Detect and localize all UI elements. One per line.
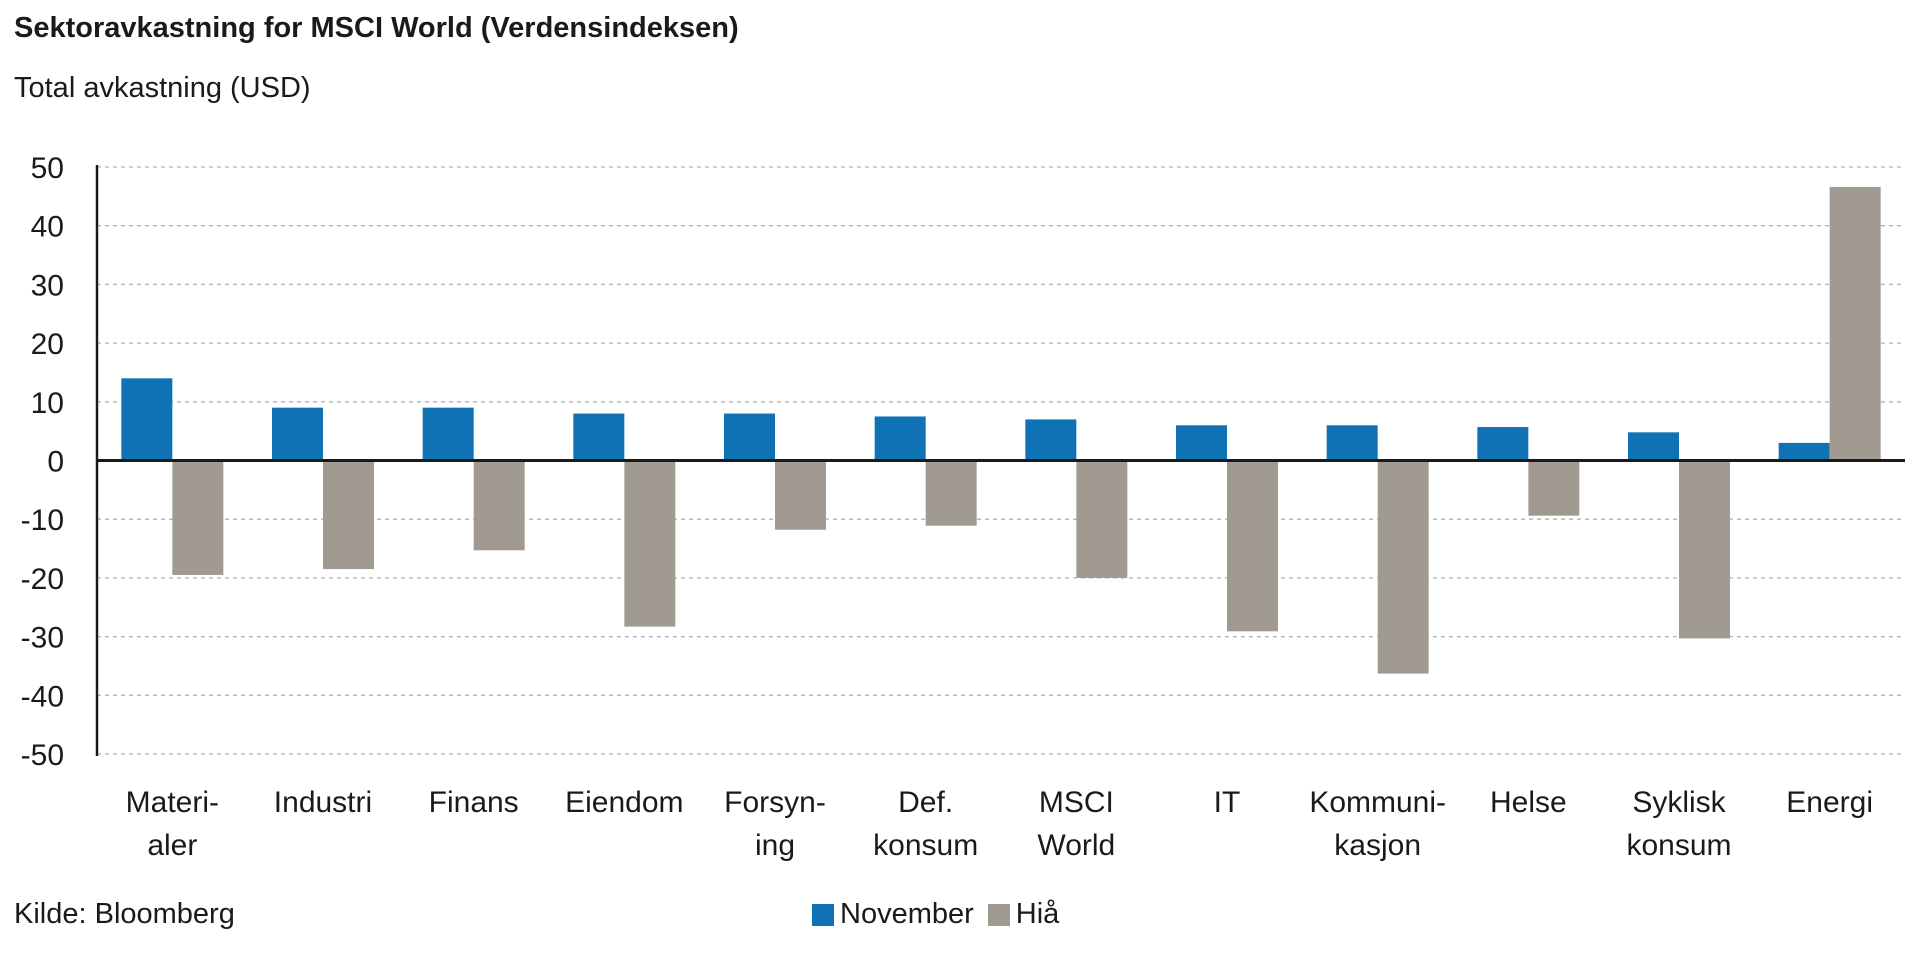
- source-note: Kilde: Bloomberg: [14, 898, 235, 930]
- y-tick-label: 0: [47, 446, 64, 479]
- bar-november: [573, 413, 625, 461]
- bar-hia: [775, 460, 826, 530]
- x-tick-label: Syklisk: [1632, 786, 1726, 819]
- x-tick-label: IT: [1214, 786, 1241, 819]
- x-tick-label: ing: [755, 829, 795, 862]
- bar-hia: [624, 460, 676, 627]
- bar-hia: [1679, 460, 1730, 639]
- bar-november: [1326, 425, 1378, 461]
- x-tick-label: Forsyn-: [724, 786, 826, 819]
- chart-subtitle: Total avkastning (USD): [14, 72, 311, 104]
- bar-november: [874, 416, 926, 461]
- bar-november: [1778, 442, 1830, 461]
- bar-hia: [1528, 460, 1580, 516]
- x-tick-label: Eiendom: [565, 786, 683, 819]
- y-tick-label: 30: [31, 269, 64, 302]
- bar-hia: [473, 460, 525, 551]
- bar-hia: [1227, 460, 1278, 632]
- x-tick-label: Materi-: [126, 786, 219, 819]
- x-tick-label: Def.: [898, 786, 953, 819]
- x-tick-label: kasjon: [1334, 829, 1421, 862]
- bar-hia: [172, 460, 224, 575]
- bar-hia: [925, 460, 977, 526]
- legend-label-november: November: [840, 898, 974, 930]
- bar-november: [121, 378, 173, 461]
- y-tick-label: 50: [31, 152, 64, 185]
- legend-item-november: November: [812, 898, 974, 931]
- y-tick-label: -30: [21, 622, 64, 655]
- y-tick-label: -10: [21, 504, 64, 537]
- x-tick-label: Kommuni-: [1309, 786, 1446, 819]
- x-tick-label: World: [1037, 829, 1115, 862]
- x-tick-label: Energi: [1786, 786, 1873, 819]
- bar-november: [724, 413, 775, 461]
- y-tick-label: -50: [21, 739, 64, 772]
- x-tick-label: Finans: [429, 786, 519, 819]
- legend-swatch-hia: [987, 903, 1010, 926]
- legend-item-hia: Hiå: [987, 898, 1060, 931]
- bar-november: [1628, 432, 1679, 461]
- bar-november: [272, 407, 323, 461]
- x-tick-label: aler: [147, 829, 197, 862]
- bar-november: [1025, 419, 1077, 461]
- bar-november: [1176, 425, 1227, 461]
- chart-title: Sektoravkastning for MSCI World (Verdens…: [14, 12, 739, 44]
- x-tick-label: konsum: [873, 829, 978, 862]
- x-tick-label: Industri: [274, 786, 372, 819]
- x-tick-label: Helse: [1490, 786, 1567, 819]
- y-tick-label: 10: [31, 387, 64, 420]
- bar-hia: [1076, 460, 1128, 578]
- y-tick-label: -20: [21, 563, 64, 596]
- legend: November Hiå: [812, 898, 1073, 931]
- bar-hia: [1829, 186, 1881, 461]
- y-tick-label: 40: [31, 211, 64, 244]
- y-tick-label: -40: [21, 680, 64, 713]
- x-tick-label: konsum: [1626, 829, 1731, 862]
- x-tick-label: MSCI: [1039, 786, 1114, 819]
- bar-hia: [323, 460, 374, 570]
- bar-chart: 50 40 30 20 10 0 -10 -20 -30 -40 -50 Materi-aler Ind…: [21, 152, 1905, 862]
- legend-label-hia: Hiå: [1015, 898, 1060, 930]
- bar-hia: [1377, 460, 1429, 674]
- bar-november: [1477, 427, 1529, 461]
- bar-november: [422, 407, 474, 461]
- legend-swatch-november: [812, 903, 834, 926]
- y-tick-label: 20: [31, 328, 64, 361]
